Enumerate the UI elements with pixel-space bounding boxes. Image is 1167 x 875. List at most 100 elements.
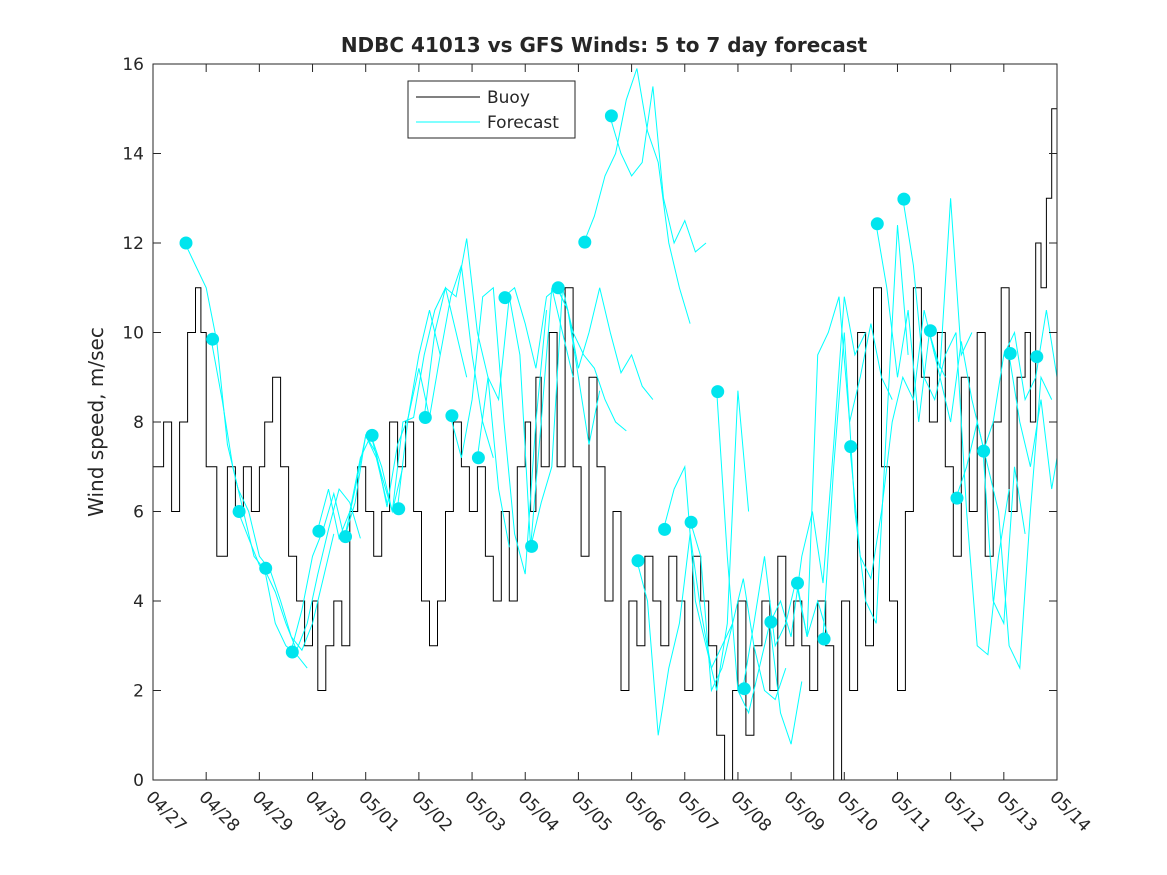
- forecast-run-line: [290, 433, 388, 651]
- forecast-start-marker: [418, 411, 432, 424]
- forecast-start-markers: [179, 109, 1044, 696]
- forecast-run-line: [609, 86, 707, 253]
- x-tick-label: 05/07: [673, 787, 722, 836]
- forecast-run-line: [982, 310, 1057, 454]
- y-tick-label: 8: [133, 413, 144, 433]
- x-tick-label: 05/02: [407, 787, 456, 836]
- y-tick-label: 6: [133, 503, 144, 523]
- forecast-start-marker: [658, 522, 672, 536]
- y-tick-label: 14: [122, 145, 144, 165]
- x-tick-label: 04/30: [301, 787, 350, 836]
- y-tick-label: 4: [133, 592, 144, 612]
- forecast-start-marker: [711, 385, 725, 399]
- y-tick-label: 12: [122, 234, 144, 254]
- forecast-run-line: [556, 287, 654, 400]
- forecast-start-marker: [285, 645, 299, 659]
- forecast-run-line: [742, 556, 829, 687]
- forecast-run-line: [343, 309, 441, 539]
- axes-frame: [152, 63, 1058, 781]
- forecast-start-marker: [312, 524, 326, 538]
- forecast-series: [184, 68, 1057, 745]
- forecast-start-marker: [525, 539, 539, 553]
- forecast-run-line: [423, 238, 510, 548]
- legend-forecast-label: Forecast: [487, 113, 559, 133]
- x-tick-label: 05/13: [992, 787, 1041, 836]
- forecast-start-marker: [923, 324, 937, 338]
- forecast-start-marker: [631, 554, 645, 568]
- forecast-run-line: [397, 265, 494, 508]
- y-axis-label: Wind speed, m/sec: [84, 327, 108, 517]
- legend-buoy-label: Buoy: [487, 88, 530, 108]
- y-tick-label: 2: [133, 682, 144, 702]
- forecast-start-marker: [471, 451, 485, 465]
- x-tick-label: 05/04: [514, 787, 563, 836]
- forecast-start-marker: [259, 561, 273, 575]
- forecast-start-marker: [844, 440, 858, 454]
- x-tick-label: 05/10: [833, 787, 882, 836]
- forecast-run-line: [317, 433, 404, 541]
- x-tick-label: 05/11: [886, 787, 935, 836]
- forecast-run-line: [264, 488, 361, 652]
- forecast-run-line: [1008, 354, 1057, 490]
- x-tick-label: 04/27: [141, 787, 190, 836]
- x-tick-label: 05/03: [461, 787, 510, 836]
- forecast-start-marker: [365, 428, 379, 442]
- x-tick-label: 05/06: [620, 787, 669, 836]
- forecast-run-line: [184, 242, 271, 571]
- forecast-start-marker: [684, 515, 698, 529]
- forecast-start-marker: [764, 615, 778, 629]
- forecast-run-line: [849, 309, 946, 581]
- x-tick-label: 05/05: [567, 787, 616, 836]
- x-tick-label: 05/14: [1045, 787, 1094, 836]
- forecast-start-marker: [950, 491, 964, 505]
- forecast-run-line: [716, 390, 803, 745]
- forecast-run-line: [530, 287, 627, 548]
- forecast-start-marker: [498, 291, 512, 305]
- forecast-start-marker: [737, 682, 751, 696]
- y-axis: 0 2 4 6 8 10 12 14 16: [122, 55, 1057, 791]
- forecast-start-marker: [445, 409, 459, 423]
- x-tick-label: 05/12: [939, 787, 988, 836]
- forecast-start-marker: [817, 632, 831, 646]
- forecast-start-marker: [551, 281, 565, 295]
- forecast-start-marker: [339, 530, 352, 544]
- forecast-run-line: [902, 198, 1010, 656]
- forecast-run-line: [955, 375, 1053, 671]
- forecast-run-line: [795, 296, 893, 637]
- forecast-run-line: [769, 296, 867, 637]
- forecast-run-line: [476, 287, 574, 548]
- forecast-run-line: [636, 533, 734, 736]
- forecast-start-marker: [1030, 350, 1044, 364]
- forecast-run-line: [822, 225, 909, 637]
- forecast-start-marker: [578, 235, 592, 249]
- chart-title: NDBC 41013 vs GFS Winds: 5 to 7 day fore…: [341, 33, 868, 57]
- x-axis: 04/27 04/28 04/29 04/30 05/01 05/02 05/03 05/04…: [141, 64, 1094, 836]
- forecast-start-marker: [179, 236, 193, 250]
- x-tick-label: 04/28: [195, 787, 244, 836]
- x-tick-label: 05/09: [780, 787, 829, 836]
- legend: Buoy Forecast: [407, 80, 576, 139]
- y-tick-label: 16: [122, 55, 144, 75]
- forecast-start-marker: [897, 192, 911, 206]
- forecast-run-line: [583, 68, 691, 324]
- forecast-start-marker: [977, 444, 991, 458]
- forecast-run-line: [237, 511, 335, 652]
- x-tick-label: 05/08: [726, 787, 775, 836]
- forecast-start-marker: [392, 502, 406, 516]
- x-tick-label: 04/29: [248, 787, 297, 836]
- forecast-start-marker: [604, 109, 618, 123]
- y-tick-label: 10: [122, 324, 144, 344]
- forecast-run-line: [503, 286, 601, 445]
- forecast-run-line: [663, 390, 750, 691]
- forecast-start-marker: [1003, 347, 1017, 360]
- plot-area: [153, 68, 1057, 780]
- y-tick-label: 0: [133, 771, 144, 791]
- forecast-run-line: [370, 286, 468, 512]
- legend-box: [407, 80, 576, 139]
- forecast-run-line: [689, 520, 787, 701]
- buoy-series: [153, 108, 1057, 780]
- forecast-run-line: [450, 286, 547, 575]
- forecast-start-marker: [870, 217, 884, 231]
- forecast-start-marker: [206, 332, 220, 346]
